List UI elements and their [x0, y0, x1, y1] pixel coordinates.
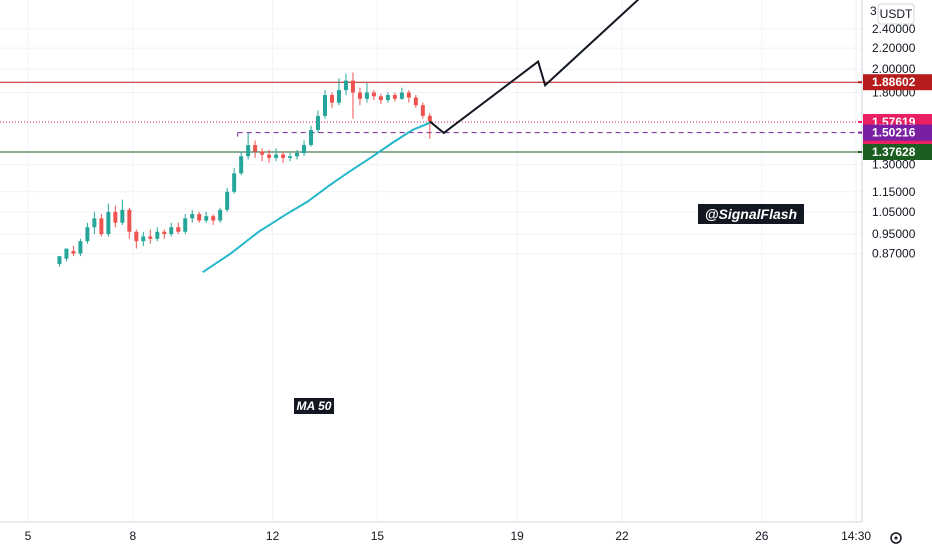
y-tick-label: 2.40000: [872, 22, 916, 36]
settings-icon-ring: [890, 532, 902, 544]
candle-body: [162, 231, 167, 235]
candle-body: [267, 154, 272, 158]
x-tick-label: 26: [755, 529, 769, 543]
candle-body: [378, 96, 383, 101]
signal-note-box: [698, 204, 804, 224]
price-tag-value: 1.88602: [872, 75, 916, 89]
candle-body: [253, 145, 258, 152]
x-tick-label: 19: [510, 529, 524, 543]
pattern-line: [429, 0, 640, 135]
candle-body: [211, 216, 216, 221]
candle-body: [302, 145, 307, 154]
price-axis-bg: [862, 0, 932, 550]
price-tag-support: [863, 143, 932, 160]
candle-body: [190, 214, 195, 219]
candle-body: [295, 153, 300, 157]
candle-body: [336, 90, 341, 103]
ma-label-box: [294, 398, 334, 414]
candle-body: [357, 92, 362, 99]
annotations: @SignalFlash: [698, 204, 804, 224]
candle-body: [260, 151, 265, 155]
candle-body: [281, 154, 286, 158]
y-tick-label: 0.87000: [872, 247, 916, 261]
candle-body: [413, 97, 418, 106]
price-tag-resistance-mid: [863, 74, 932, 91]
price-axis[interactable]: 2.400002.200002.000001.800001.300001.150…: [858, 0, 932, 550]
candle-body: [85, 227, 90, 242]
candle-body: [350, 80, 355, 93]
x-tick-label: 5: [25, 529, 32, 543]
candle-body: [78, 241, 83, 254]
y-tick-label: 2.00000: [872, 62, 916, 76]
candle-body: [148, 236, 153, 239]
candle-body: [343, 80, 348, 91]
candle-body: [57, 256, 62, 265]
candle-body: [169, 227, 174, 235]
candle-body: [176, 227, 181, 232]
y-tick-label: 1.05000: [872, 205, 916, 219]
candle-body: [232, 173, 237, 192]
settings-icon[interactable]: [890, 532, 902, 544]
signal-note-text: @SignalFlash: [705, 206, 797, 222]
x-tick-label: 14:30: [841, 529, 871, 543]
candle-body: [99, 218, 104, 235]
price-tag-value: 1.50216: [872, 126, 916, 140]
candle-body: [218, 209, 223, 221]
time-axis[interactable]: 5 8 12 15 19 22 26 14:30: [0, 521, 932, 550]
candle-body: [385, 95, 390, 101]
candle-body: [392, 95, 397, 99]
moving-average: MA 50: [202, 121, 431, 414]
candle-body: [427, 115, 432, 122]
candle-body: [371, 92, 376, 97]
y-tick-label: 3: [870, 4, 877, 18]
candle-body: [364, 92, 369, 99]
candle-body: [274, 154, 279, 158]
candle-body: [316, 115, 321, 130]
candle-body: [309, 129, 314, 146]
candle-body: [323, 95, 327, 116]
time-axis-bg: [0, 522, 932, 550]
grid-lines: [0, 0, 862, 522]
y-tick-label: 2.20000: [872, 41, 916, 55]
y-tick-label: 1.30000: [872, 158, 916, 172]
candle-body: [155, 231, 160, 239]
y-tick-label: 1.15000: [872, 185, 916, 199]
currency-label: USDT: [880, 7, 913, 21]
candle-body: [134, 231, 139, 242]
x-tick-label: 15: [371, 529, 385, 543]
candle-body: [204, 216, 209, 221]
candle-body: [406, 92, 411, 98]
candle-body: [64, 248, 69, 259]
ma-line: [202, 121, 431, 273]
candle-body: [225, 191, 230, 210]
candlestick-series: [57, 72, 432, 267]
candle-body: [420, 105, 425, 116]
ma-label: MA 50: [297, 399, 332, 413]
candle-body: [246, 145, 251, 157]
settings-icon-center: [894, 536, 898, 540]
y-tick-label: 0.95000: [872, 227, 916, 241]
x-tick-label: 8: [129, 529, 136, 543]
price-levels: [0, 81, 862, 153]
candle-body: [288, 156, 293, 158]
candle-body: [120, 209, 125, 223]
candle-body: [92, 218, 97, 228]
candle-body: [71, 251, 76, 254]
candle-body: [113, 211, 118, 223]
candle-body: [197, 214, 202, 221]
price-tag-avg-price: [863, 124, 932, 141]
price-tag-value: 1.37628: [872, 145, 916, 159]
candle-body: [183, 218, 188, 232]
x-tick-label: 22: [615, 529, 629, 543]
candle-body: [127, 209, 132, 232]
currency-button[interactable]: [877, 3, 915, 25]
candle-body: [141, 236, 146, 242]
candle-body: [329, 95, 334, 103]
x-tick-label: 12: [266, 529, 280, 543]
candle-body: [106, 211, 111, 235]
candle-body: [239, 156, 244, 174]
candle-body: [399, 92, 404, 99]
projection-pattern: [429, 0, 640, 135]
